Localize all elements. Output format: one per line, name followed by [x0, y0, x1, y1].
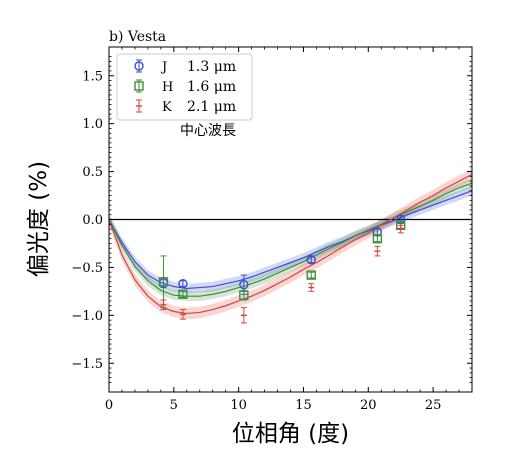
legend-marker-h — [134, 81, 144, 91]
x-axis: 0 5 10 15 20 25 — [105, 47, 473, 413]
y-tick-label: 0.0 — [82, 213, 103, 228]
point-h — [158, 277, 169, 287]
y-tick-label: 1.5 — [82, 69, 103, 84]
x-tick-label: 25 — [425, 398, 442, 413]
y-tick-label: −1.0 — [71, 309, 103, 324]
x-tick-label: 5 — [170, 398, 178, 413]
y-tick-label: 1.0 — [82, 117, 103, 132]
legend-key-h: H — [162, 80, 173, 95]
legend-box — [116, 53, 253, 121]
legend-key-j: J — [160, 60, 167, 75]
point-j — [239, 279, 249, 290]
fit-k — [109, 173, 472, 315]
y-tick-label: −0.5 — [71, 261, 103, 276]
fit-curves — [109, 173, 472, 315]
point-j — [178, 279, 188, 289]
x-tick-label: 20 — [360, 398, 377, 413]
legend-label-h: 1.6 μm — [187, 79, 236, 95]
point-h — [372, 233, 383, 244]
legend-label-j: 1.3 μm — [187, 59, 236, 75]
fit-h — [109, 182, 472, 297]
x-tick-label: 0 — [105, 398, 113, 413]
y-axis-label: 偏光度 (%) — [26, 161, 52, 277]
legend-key-k: K — [162, 100, 172, 115]
y-tick-label: −1.5 — [71, 357, 103, 372]
x-tick-label: 15 — [295, 398, 312, 413]
point-h — [239, 290, 249, 300]
legend: J 1.3 μm H 1.6 μm K 2.1 μm — [116, 53, 253, 121]
y-axis: −1.5 −1.0 −0.5 0.0 0.5 1.0 1.5 — [71, 56, 472, 383]
x-axis-label: 位相角 (度) — [232, 421, 349, 447]
legend-note: 中心波長 — [180, 123, 236, 139]
fit-j — [109, 190, 472, 290]
legend-marker-j — [134, 61, 144, 71]
x-tick-label: 10 — [230, 398, 247, 413]
data-points — [158, 214, 406, 324]
point-h — [178, 289, 188, 299]
point-h — [306, 270, 316, 280]
legend-label-k: 2.1 μm — [187, 99, 236, 115]
y-tick-label: 0.5 — [82, 165, 103, 180]
panel-title: b) Vesta — [109, 29, 166, 45]
point-j — [306, 255, 316, 265]
